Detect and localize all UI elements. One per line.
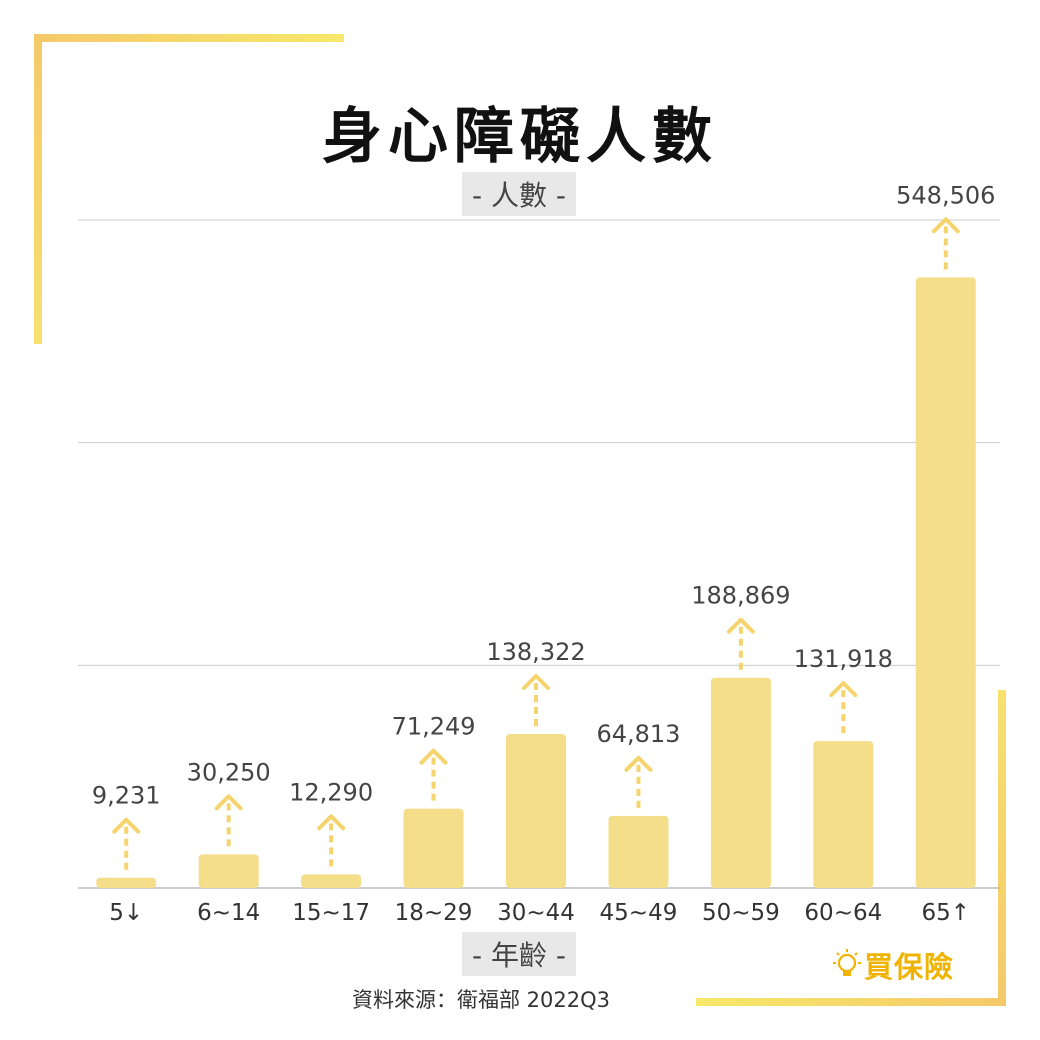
data-label: 64,813	[596, 720, 680, 748]
bar	[96, 877, 157, 888]
x-tick-label: 30~44	[497, 900, 575, 926]
arrow-head	[317, 814, 346, 831]
data-label: 188,869	[691, 582, 790, 610]
x-tick-label: 15~17	[292, 900, 370, 926]
bar	[506, 734, 566, 888]
arrow-head	[214, 794, 243, 811]
arrow-head	[112, 817, 141, 834]
x-tick-label: 65↑	[922, 900, 971, 926]
arrow-head	[931, 217, 960, 234]
bar	[813, 741, 874, 888]
bar	[710, 677, 771, 888]
x-tick-label: 60~64	[804, 900, 882, 926]
y-axis-label: - 人數 -	[462, 172, 577, 216]
decor-frame-top	[34, 34, 344, 42]
arrow-head	[522, 674, 550, 691]
x-axis-label: - 年齡 -	[462, 932, 577, 976]
data-label: 12,290	[289, 778, 373, 806]
arrow-head	[829, 681, 858, 698]
bar	[915, 277, 976, 889]
brand-name: 買保險	[864, 950, 955, 984]
x-tick-label: 45~49	[600, 900, 678, 926]
data-label: 71,249	[392, 713, 476, 741]
brand-logo: 買保險	[830, 944, 954, 986]
source-note: 資料來源：衛福部 2022Q3	[352, 988, 611, 1012]
bar	[301, 874, 362, 888]
decor-frame-bottom	[696, 998, 1006, 1006]
x-tick-label: 6~14	[197, 900, 260, 926]
decor-frame-left	[34, 34, 42, 344]
data-label: 548,506	[896, 181, 995, 209]
x-tick-label: 50~59	[702, 900, 780, 926]
arrow-head	[726, 617, 755, 634]
bar	[608, 815, 669, 888]
x-tick-label: 18~29	[395, 900, 473, 926]
bar	[403, 808, 464, 888]
page-title: 身心障礙人數	[322, 102, 718, 172]
data-label: 138,322	[486, 638, 585, 666]
arrow-head	[419, 748, 448, 765]
x-tick-label: 5↓	[109, 900, 143, 926]
data-label: 131,918	[794, 645, 893, 673]
decor-frame-right	[998, 690, 1006, 1006]
bar	[198, 854, 259, 888]
lightbulb-icon	[833, 949, 861, 976]
arrow-head	[624, 755, 653, 772]
data-label: 30,250	[187, 758, 271, 786]
data-label: 9,231	[92, 782, 161, 810]
